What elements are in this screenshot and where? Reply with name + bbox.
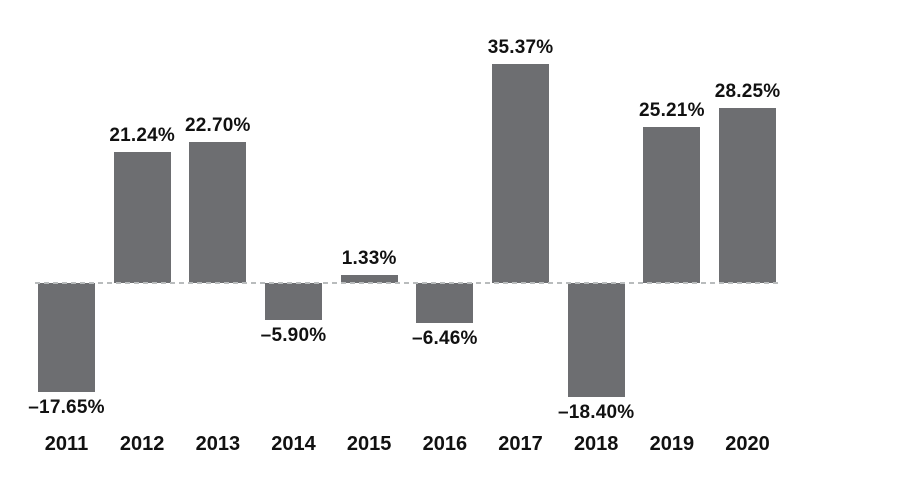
value-label: 25.21% [639, 99, 705, 121]
x-tick-label: 2014 [271, 433, 316, 455]
x-tick-label: 2016 [422, 433, 468, 455]
value-label: –5.90% [260, 324, 327, 346]
bar-2020 [719, 108, 777, 283]
bar-2014 [265, 283, 322, 320]
x-tick-label: 2020 [725, 433, 770, 455]
value-label: –18.40% [557, 401, 635, 423]
bar-2018 [567, 283, 625, 397]
x-tick-label: 2017 [498, 433, 543, 455]
value-label: 35.37% [487, 37, 554, 59]
bar-2013 [189, 142, 247, 283]
x-tick-label: 2019 [649, 433, 695, 455]
value-label: 21.24% [109, 124, 175, 146]
x-tick-label: 2012 [119, 433, 165, 455]
value-label: –17.65% [28, 397, 105, 419]
x-tick-label: 2011 [44, 433, 89, 455]
bar-2019 [643, 126, 701, 283]
value-label: 1.33% [341, 247, 397, 269]
value-label: 22.70% [185, 115, 251, 137]
bar-2011 [38, 283, 95, 393]
value-label: –6.46% [412, 327, 478, 349]
x-tick-label: 2015 [346, 433, 392, 455]
bar-2017 [492, 64, 550, 283]
bar-2016 [416, 283, 474, 323]
bar-2012 [113, 151, 171, 283]
x-tick-label: 2018 [573, 433, 619, 455]
value-label: 28.25% [714, 81, 781, 103]
x-tick-label: 2013 [195, 433, 241, 455]
zero-baseline [35, 282, 778, 284]
bar-2015 [340, 274, 398, 283]
